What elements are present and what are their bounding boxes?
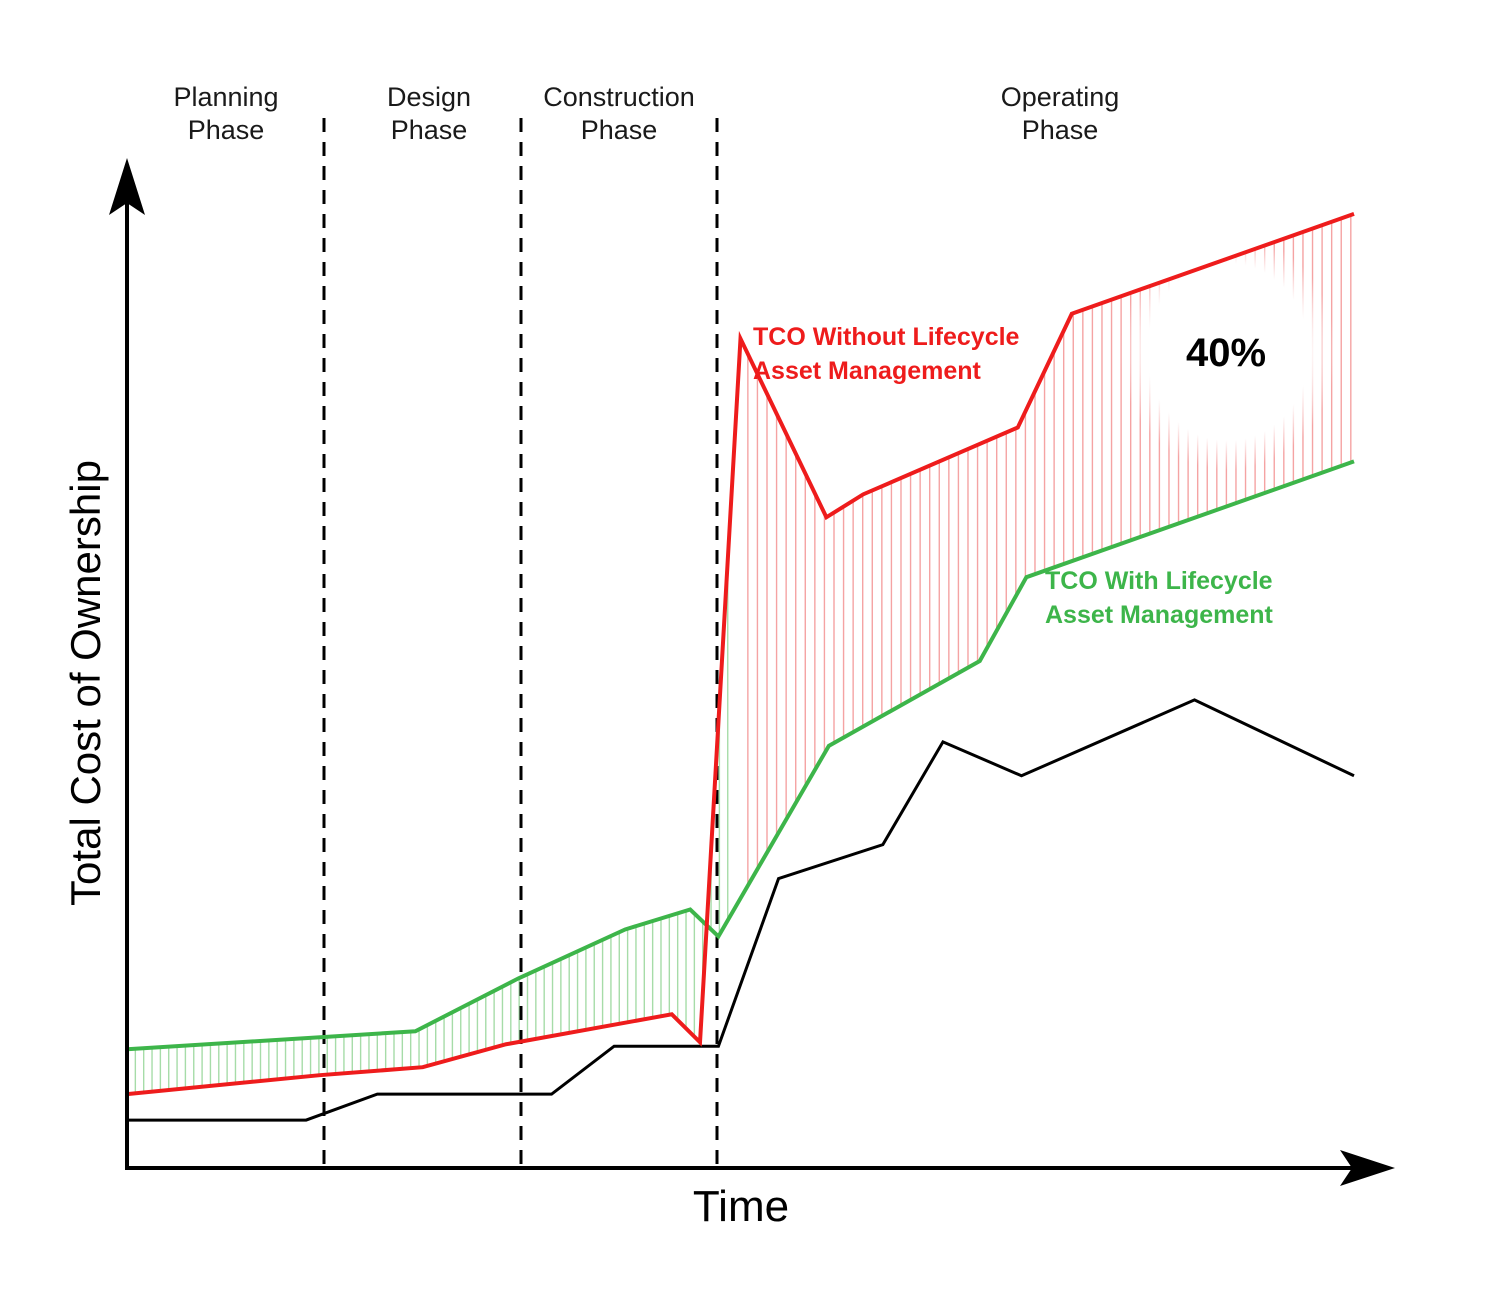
series-labels: TCO Without Lifecycle Asset Management T… xyxy=(753,323,1274,629)
label-with-lam-line1: TCO With Lifecycle xyxy=(1045,567,1273,595)
x-axis-title: Time xyxy=(693,1182,789,1231)
label-with-lam-line2: Asset Management xyxy=(1045,601,1274,629)
callout-glow xyxy=(1120,234,1336,470)
series-line-without-lam xyxy=(126,212,1355,1097)
x-axis-arrowhead xyxy=(1340,1150,1395,1186)
axes xyxy=(109,158,1395,1186)
phase-label-construction-line1: Construction xyxy=(543,82,695,112)
phase-label-operating-line1: Operating xyxy=(1001,82,1120,112)
phase-label-design-line2: Phase xyxy=(391,115,468,145)
phase-label-operating-line2: Phase xyxy=(1022,115,1099,145)
label-without-lam-line1: TCO Without Lifecycle xyxy=(753,323,1020,351)
label-without-lam-line2: Asset Management xyxy=(753,357,982,385)
phase-labels: Planning Phase Design Phase Construction… xyxy=(173,82,1119,145)
phase-dividers xyxy=(322,118,719,1168)
phase-label-planning-line2: Phase xyxy=(188,115,265,145)
phase-label-construction-line2: Phase xyxy=(581,115,658,145)
savings-hatch-construction xyxy=(126,560,729,1095)
series-line-with-lam xyxy=(126,459,1355,1052)
series-line-baseline xyxy=(127,698,1355,1122)
series-lines xyxy=(126,212,1355,1122)
y-axis-title: Total Cost of Ownership xyxy=(62,460,109,906)
y-axis-arrowhead xyxy=(109,158,145,215)
savings-percent: 40% xyxy=(1186,331,1266,375)
phase-label-design-line1: Design xyxy=(387,82,471,112)
phase-label-planning-line1: Planning xyxy=(173,82,278,112)
